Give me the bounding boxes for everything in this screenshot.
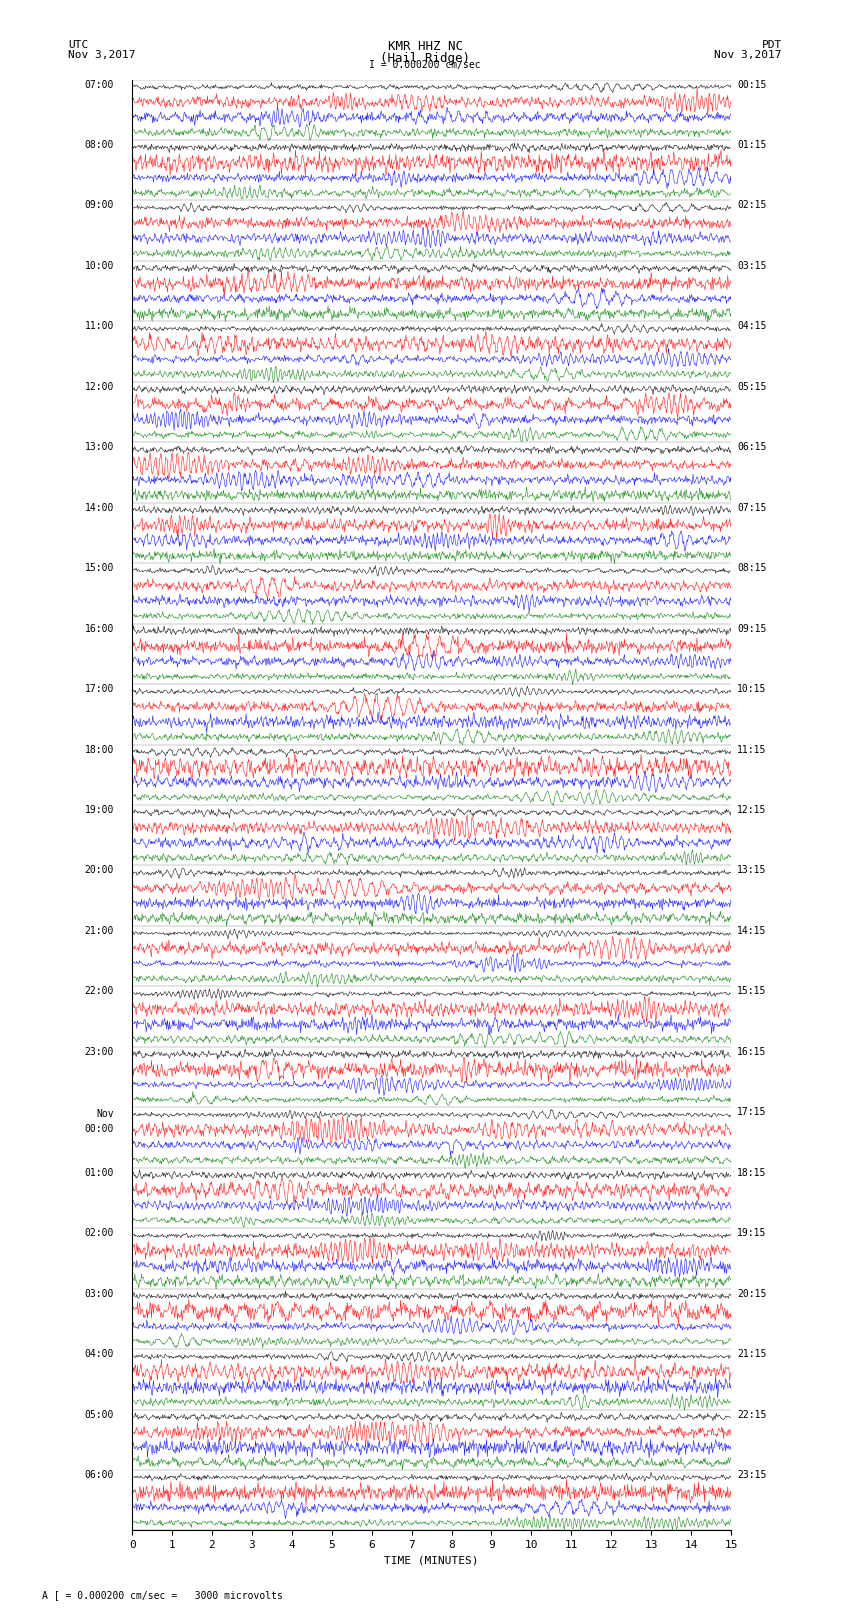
Text: 10:15: 10:15	[737, 684, 767, 694]
Text: 13:15: 13:15	[737, 866, 767, 876]
Text: UTC: UTC	[68, 40, 88, 50]
Text: 01:00: 01:00	[85, 1168, 114, 1177]
Text: 20:15: 20:15	[737, 1289, 767, 1298]
Text: 04:00: 04:00	[85, 1348, 114, 1360]
Text: 02:00: 02:00	[85, 1227, 114, 1239]
Text: 12:00: 12:00	[85, 382, 114, 392]
Text: 03:15: 03:15	[737, 261, 767, 271]
Text: 21:15: 21:15	[737, 1348, 767, 1360]
Text: A [ = 0.000200 cm/sec =   3000 microvolts: A [ = 0.000200 cm/sec = 3000 microvolts	[42, 1590, 283, 1600]
Text: (Hail Ridge): (Hail Ridge)	[380, 52, 470, 65]
Text: PDT: PDT	[762, 40, 782, 50]
Text: 04:15: 04:15	[737, 321, 767, 331]
Text: 10:00: 10:00	[85, 261, 114, 271]
Text: 11:00: 11:00	[85, 321, 114, 331]
Text: 08:00: 08:00	[85, 140, 114, 150]
Text: 16:15: 16:15	[737, 1047, 767, 1057]
Text: 14:15: 14:15	[737, 926, 767, 936]
Text: 08:15: 08:15	[737, 563, 767, 573]
Text: 17:00: 17:00	[85, 684, 114, 694]
Text: Nov: Nov	[97, 1108, 114, 1119]
Text: Nov 3,2017: Nov 3,2017	[68, 50, 135, 60]
Text: 05:00: 05:00	[85, 1410, 114, 1419]
Text: 15:00: 15:00	[85, 563, 114, 573]
X-axis label: TIME (MINUTES): TIME (MINUTES)	[384, 1557, 479, 1566]
Text: 23:00: 23:00	[85, 1047, 114, 1057]
Text: 07:00: 07:00	[85, 79, 114, 89]
Text: 12:15: 12:15	[737, 805, 767, 815]
Text: 09:00: 09:00	[85, 200, 114, 210]
Text: 02:15: 02:15	[737, 200, 767, 210]
Text: 00:00: 00:00	[85, 1124, 114, 1134]
Text: 18:00: 18:00	[85, 745, 114, 755]
Text: KMR HHZ NC: KMR HHZ NC	[388, 40, 462, 53]
Text: 22:15: 22:15	[737, 1410, 767, 1419]
Text: 19:15: 19:15	[737, 1227, 767, 1239]
Text: 06:00: 06:00	[85, 1469, 114, 1481]
Text: 06:15: 06:15	[737, 442, 767, 452]
Text: 13:00: 13:00	[85, 442, 114, 452]
Text: 19:00: 19:00	[85, 805, 114, 815]
Text: 15:15: 15:15	[737, 987, 767, 997]
Text: 11:15: 11:15	[737, 745, 767, 755]
Text: I = 0.000200 cm/sec: I = 0.000200 cm/sec	[369, 60, 481, 69]
Text: 01:15: 01:15	[737, 140, 767, 150]
Text: 05:15: 05:15	[737, 382, 767, 392]
Text: 23:15: 23:15	[737, 1469, 767, 1481]
Text: Nov 3,2017: Nov 3,2017	[715, 50, 782, 60]
Text: 18:15: 18:15	[737, 1168, 767, 1177]
Text: 17:15: 17:15	[737, 1107, 767, 1118]
Text: 21:00: 21:00	[85, 926, 114, 936]
Text: 07:15: 07:15	[737, 503, 767, 513]
Text: 00:15: 00:15	[737, 79, 767, 89]
Text: 14:00: 14:00	[85, 503, 114, 513]
Text: 03:00: 03:00	[85, 1289, 114, 1298]
Text: 16:00: 16:00	[85, 624, 114, 634]
Text: 22:00: 22:00	[85, 987, 114, 997]
Text: 09:15: 09:15	[737, 624, 767, 634]
Text: 20:00: 20:00	[85, 866, 114, 876]
